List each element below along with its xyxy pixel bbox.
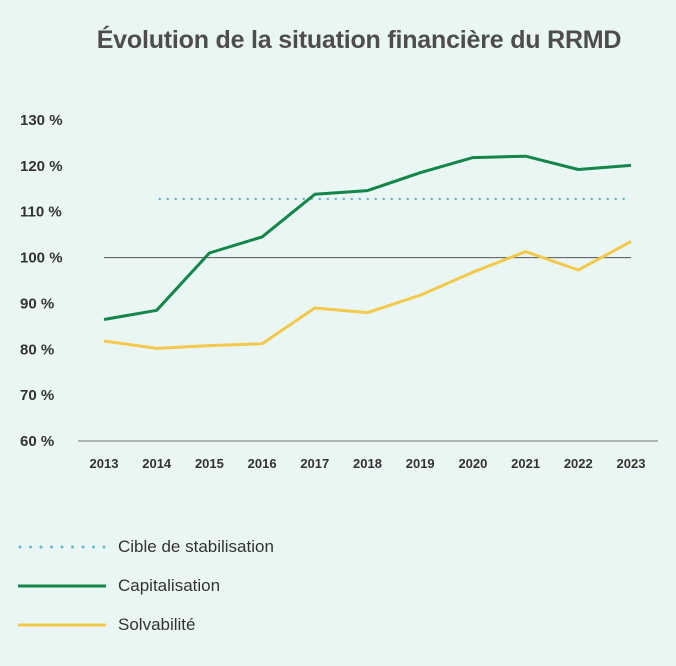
y-tick-label: 60 % xyxy=(20,433,54,450)
legend-item-cible: Cible de stabilisation xyxy=(18,532,418,562)
y-tick-label: 120 % xyxy=(20,158,63,175)
x-tick-label: 2016 xyxy=(248,456,277,471)
x-axis-ticks: 2013 2014 2015 2016 2017 2018 2019 2020 2021 2022… xyxy=(90,456,646,471)
y-tick-label: 130 % xyxy=(20,112,63,129)
legend-label-solvabilite: Solvabilité xyxy=(118,615,196,634)
x-tick-label: 2022 xyxy=(564,456,593,471)
y-tick-label: 100 % xyxy=(20,250,63,267)
series-line-capitalisation xyxy=(103,154,632,321)
x-tick-label: 2014 xyxy=(142,456,172,471)
x-tick-label: 2020 xyxy=(458,456,487,471)
legend-item-capitalisation: Capitalisation xyxy=(18,571,418,601)
legend-label-cible: Cible de stabilisation xyxy=(118,537,274,556)
x-tick-label: 2019 xyxy=(406,456,435,471)
y-tick-label: 90 % xyxy=(20,295,54,312)
y-axis-ticks: 130 % 120 % 110 % 100 % 90 % 80 % 70 % 60 % xyxy=(20,112,63,450)
legend-item-solvabilite: Solvabilité xyxy=(18,610,418,640)
y-tick-label: 80 % xyxy=(20,341,54,358)
y-tick-label: 110 % xyxy=(20,204,62,221)
legend-swatch-solvabilite xyxy=(18,623,106,627)
series-layer xyxy=(103,154,633,350)
legend-swatch-capitalisation xyxy=(18,584,106,588)
chart-title: Évolution de la situation financière du … xyxy=(96,26,622,54)
legend-swatch-cible xyxy=(18,545,106,549)
line-chart: 130 % 120 % 110 % 100 % 90 % 80 % 70 % 60 % 201… xyxy=(20,112,658,471)
x-tick-label: 2018 xyxy=(353,456,382,471)
x-tick-label: 2021 xyxy=(511,456,540,471)
y-tick-label: 70 % xyxy=(20,387,54,404)
x-tick-label: 2015 xyxy=(195,456,224,471)
x-tick-label: 2023 xyxy=(617,456,646,471)
series-line-solvabilit- xyxy=(103,240,632,350)
x-tick-label: 2017 xyxy=(300,456,329,471)
legend-label-capitalisation: Capitalisation xyxy=(118,576,221,595)
x-tick-label: 2013 xyxy=(90,456,119,471)
